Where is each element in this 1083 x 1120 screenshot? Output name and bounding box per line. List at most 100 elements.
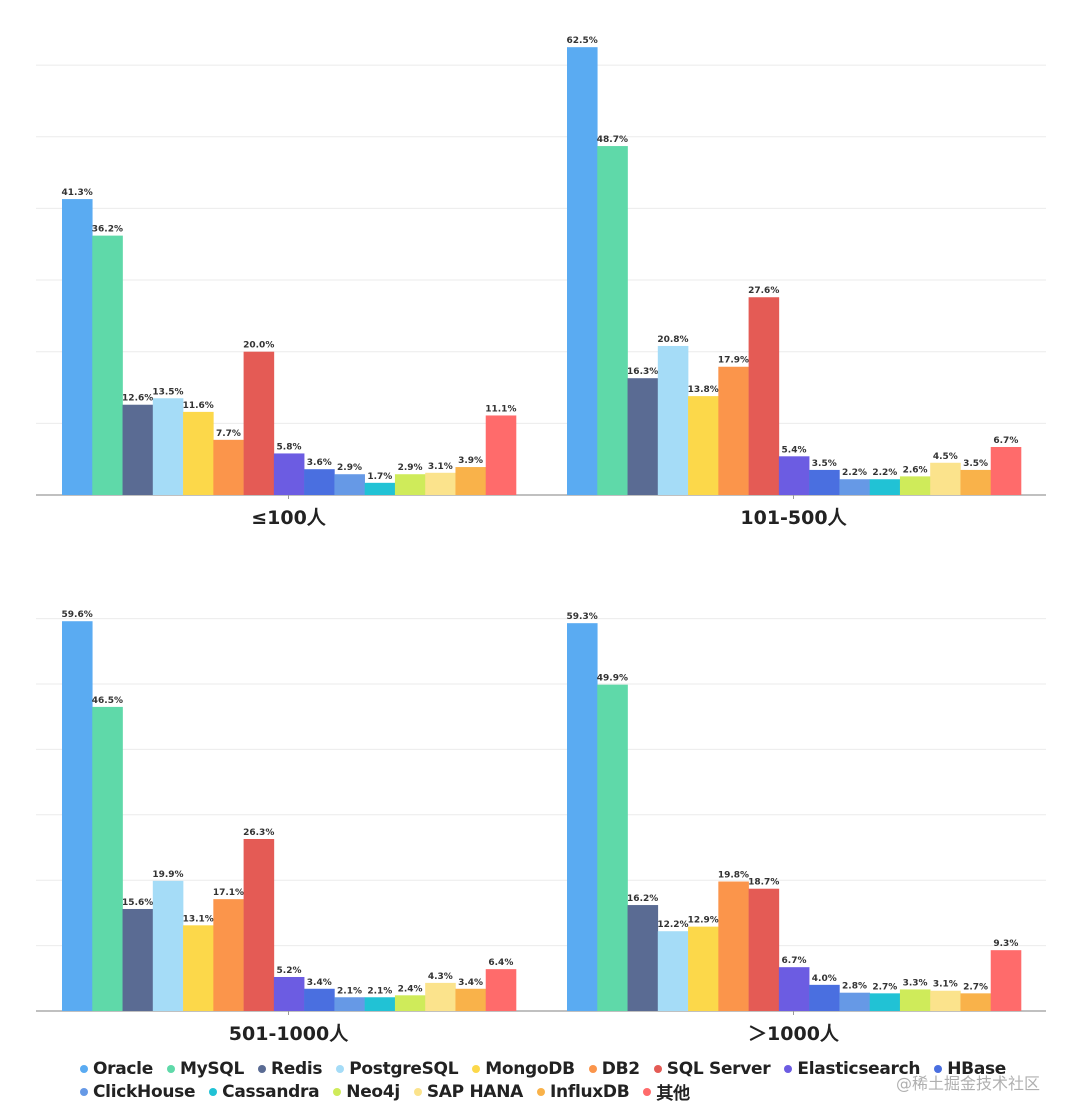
data-label: 12.6% xyxy=(122,394,153,404)
legend-item[interactable]: ClickHouse xyxy=(80,1082,195,1102)
legend-dot-icon xyxy=(653,1064,662,1073)
legend-dot-icon xyxy=(588,1064,597,1073)
group-title: ≤100人 xyxy=(251,507,327,529)
bar-其他 xyxy=(485,969,517,1011)
data-label: 46.5% xyxy=(92,696,123,706)
bar-cassandra xyxy=(364,482,396,495)
bar-cassandra xyxy=(869,479,901,495)
legend-row-2: ClickHouse Cassandra Neo4j SAP HANA InfluxDB… xyxy=(80,1079,1040,1104)
legend-label: 其他 xyxy=(656,1084,690,1104)
bar-oracle xyxy=(567,623,598,1011)
data-label: 48.7% xyxy=(597,135,628,145)
data-label: 59.3% xyxy=(567,612,598,622)
group-title: ＞1000人 xyxy=(748,1023,840,1045)
legend-item[interactable]: Oracle xyxy=(80,1059,153,1079)
legend-item[interactable]: MySQL xyxy=(166,1059,244,1079)
bar-clickhouse xyxy=(839,479,870,495)
legend-label: MongoDB xyxy=(485,1058,575,1079)
data-label: 2.9% xyxy=(337,463,362,473)
legend-item[interactable]: SAP HANA xyxy=(413,1081,524,1102)
bar-oracle xyxy=(567,47,598,495)
data-label: 6.7% xyxy=(993,436,1018,446)
data-label: 4.3% xyxy=(428,972,453,982)
bar-redis xyxy=(122,908,154,1011)
bar-其他 xyxy=(485,415,517,495)
bar-hbase xyxy=(304,988,335,1011)
bar-clickhouse xyxy=(334,474,365,495)
data-label: 27.6% xyxy=(748,286,779,296)
legend-dot-icon xyxy=(413,1087,422,1096)
bar-mysql xyxy=(92,706,123,1011)
data-label: 19.8% xyxy=(718,871,749,881)
legend-item[interactable]: MongoDB xyxy=(472,1059,575,1079)
data-label: 2.2% xyxy=(872,468,897,478)
chart-panel-2: 62.5% 48.7% 16.3% 20.8% 13.8% 17.9% 27.6% 5.4% 3… xyxy=(567,36,1022,529)
legend-label: InfluxDB xyxy=(550,1081,630,1102)
group-title: 501-1000人 xyxy=(229,1023,349,1045)
legend-item[interactable]: DB2 xyxy=(588,1059,640,1079)
bar-sap-hana xyxy=(425,472,456,495)
legend-dot-icon xyxy=(934,1064,943,1073)
legend-dot-icon xyxy=(333,1087,342,1096)
legend-item[interactable]: HBase xyxy=(934,1059,1006,1079)
data-label: 3.1% xyxy=(933,980,958,990)
legend-label: HBase xyxy=(947,1058,1007,1079)
data-label: 2.7% xyxy=(963,982,988,992)
legend-dot-icon xyxy=(336,1064,345,1073)
legend-item[interactable]: Neo4j xyxy=(333,1082,400,1102)
legend-label: Oracle xyxy=(93,1058,153,1079)
data-label: 4.5% xyxy=(933,452,958,462)
data-label: 13.5% xyxy=(152,387,183,397)
data-label: 3.1% xyxy=(428,462,453,472)
data-label: 1.7% xyxy=(367,472,392,482)
data-label: 2.4% xyxy=(398,984,423,994)
data-label: 3.9% xyxy=(458,456,483,466)
legend-label: ClickHouse xyxy=(93,1081,196,1102)
legend-item[interactable]: 其他 xyxy=(643,1079,690,1104)
legend-label: SAP HANA xyxy=(426,1081,524,1102)
legend-dot-icon xyxy=(257,1064,266,1073)
legend-label: Neo4j xyxy=(346,1081,400,1102)
data-label: 19.9% xyxy=(152,870,183,880)
data-label: 2.8% xyxy=(842,982,867,992)
data-label: 2.6% xyxy=(903,465,928,475)
legend-item[interactable]: InfluxDB xyxy=(537,1081,630,1102)
bar-sap-hana xyxy=(930,462,961,495)
chart-panel-3: 59.6% 46.5% 15.6% 19.9% 13.1% 17.1% 26.3% 5.2% 3… xyxy=(36,610,1046,1045)
legend-item[interactable]: PostgreSQL xyxy=(336,1059,459,1079)
bar-mongodb xyxy=(688,926,719,1011)
bar-hbase xyxy=(809,984,840,1011)
legend: Oracle MySQL Redis PostgreSQL MongoDB DB2 SQL … xyxy=(80,1057,1040,1104)
bar-elasticsearch xyxy=(778,967,810,1011)
data-label: 11.6% xyxy=(183,401,214,411)
bar-influxdb xyxy=(455,988,487,1011)
chart-panel-4: 59.3% 49.9% 16.2% 12.2% 12.9% 19.8%18.7% 6.7% 4… xyxy=(567,612,1022,1045)
bar-其他 xyxy=(990,950,1022,1011)
legend-item[interactable]: Elasticsearch xyxy=(784,1059,921,1079)
data-label: 6.4% xyxy=(488,958,513,968)
bar-postgresql xyxy=(657,931,689,1011)
bar-mysql xyxy=(92,235,123,495)
bar-sql-server xyxy=(243,351,275,495)
bar-db2 xyxy=(213,439,244,495)
bar-sql-server xyxy=(243,838,275,1011)
data-label: 41.3% xyxy=(62,188,93,198)
legend-item[interactable]: Cassandra xyxy=(209,1082,320,1102)
bar-sap-hana xyxy=(425,982,456,1011)
data-label: 26.3% xyxy=(243,828,274,838)
bar-mongodb xyxy=(183,925,214,1011)
data-label: 17.1% xyxy=(213,888,244,898)
bar-hbase xyxy=(809,469,840,495)
data-label: 20.0% xyxy=(243,341,274,351)
bar-其他 xyxy=(990,446,1022,495)
data-label: 3.3% xyxy=(903,978,928,988)
data-label: 4.0% xyxy=(812,974,837,984)
data-label: 9.3% xyxy=(993,939,1018,949)
legend-item[interactable]: Redis xyxy=(257,1059,323,1079)
data-label: 20.8% xyxy=(657,335,688,345)
bar-elasticsearch xyxy=(273,453,305,495)
bar-db2 xyxy=(213,899,244,1011)
legend-item[interactable]: SQL Server xyxy=(653,1059,771,1079)
legend-row-1: Oracle MySQL Redis PostgreSQL MongoDB DB2 SQL … xyxy=(80,1057,1040,1080)
